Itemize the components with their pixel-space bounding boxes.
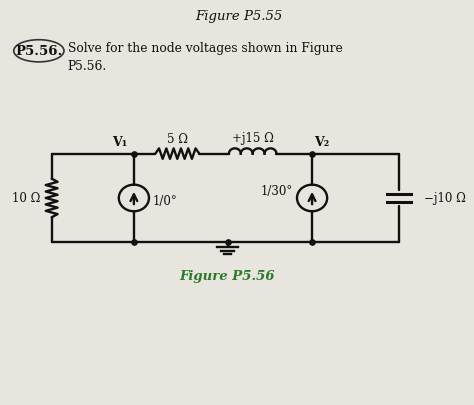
- Text: 1/0°: 1/0°: [153, 194, 177, 207]
- Text: P5.56.: P5.56.: [15, 45, 63, 58]
- Text: V₁: V₁: [112, 135, 127, 148]
- Text: Solve for the node voltages shown in Figure: Solve for the node voltages shown in Fig…: [68, 43, 342, 55]
- Text: 5 Ω: 5 Ω: [167, 133, 188, 146]
- Text: +j15 Ω: +j15 Ω: [232, 131, 273, 144]
- Text: Figure P5.56: Figure P5.56: [180, 269, 275, 282]
- Text: Figure P5.55: Figure P5.55: [195, 9, 283, 23]
- Text: 10 Ω: 10 Ω: [12, 192, 41, 205]
- Text: −j10 Ω: −j10 Ω: [424, 192, 466, 205]
- Text: 1/30°: 1/30°: [261, 185, 293, 198]
- Text: P5.56.: P5.56.: [68, 60, 107, 73]
- Text: V₂: V₂: [314, 135, 329, 148]
